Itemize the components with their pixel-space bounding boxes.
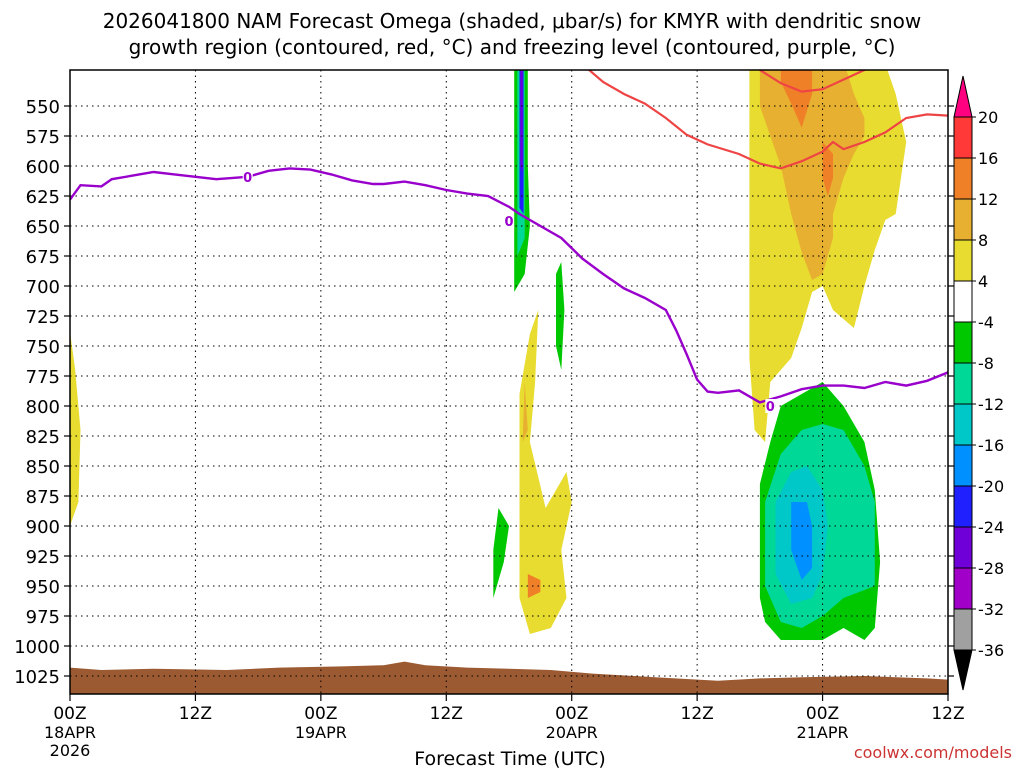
y-tick-label-750: 750: [26, 337, 60, 358]
freezing-level-line: [70, 167, 948, 404]
colorbar-label-7: -12: [978, 395, 1004, 414]
colorbar-segment-8: [953, 444, 973, 487]
freezing-level-label-2: 0: [766, 400, 775, 415]
colorbar-segment-9: [953, 485, 973, 528]
freezing-label-bg-0: [242, 169, 253, 184]
omega-region-6: [527, 574, 541, 598]
y-tick-label-625: 625: [26, 187, 60, 208]
colorbar-label-3: 8: [978, 231, 988, 250]
x-tick-date-72: 21APR: [797, 723, 849, 742]
freezing-level-label-0: 0: [243, 171, 252, 186]
x-tick-label-84: 12Z: [931, 704, 964, 724]
colorbar-segment-5: [953, 321, 973, 364]
y-axis: 550 575 600 625 650 675 700 725 750 775 800 825 850 8…: [14, 97, 954, 688]
x-tick-label-36: 12Z: [430, 704, 463, 724]
colorbar-segment-0: [953, 116, 973, 159]
colorbar-bottom-arrow: [953, 649, 973, 691]
omega-region-2: [780, 70, 813, 128]
omega-region-5: [519, 310, 572, 634]
omega-region-7: [522, 382, 528, 442]
y-tick-label-950: 950: [26, 577, 60, 598]
credit-text: coolwx.com/models: [854, 743, 1012, 762]
colorbar-top-arrow: [953, 75, 973, 118]
x-tick-date-0: 18APR: [44, 723, 96, 742]
omega-region-8: [493, 508, 509, 598]
omega-region-1: [759, 70, 865, 280]
y-tick-label-875: 875: [26, 487, 60, 508]
colorbar-segment-12: [953, 608, 973, 651]
freezing-level-label-1: 0: [504, 215, 513, 230]
colorbar-label-13: -36: [978, 641, 1004, 660]
colorbar-label-8: -16: [978, 436, 1004, 455]
x-axis-title: Forecast Time (UTC): [414, 748, 605, 768]
y-tick-label-800: 800: [26, 397, 60, 418]
x-tick-date-48: 20APR: [546, 723, 598, 742]
freezing-level-layer: 0 0 0: [70, 167, 948, 415]
colorbar-label-0: 20: [978, 108, 998, 127]
y-tick-label-675: 675: [26, 247, 60, 268]
omega-region-12: [520, 70, 523, 172]
colorbar: 20 16 12 8 4 -4 -8 -12 -16 -20 -24 -28 -32 -36: [953, 75, 1004, 691]
y-tick-label-925: 925: [26, 547, 60, 568]
x-tick-label-72: 00Z: [806, 704, 839, 724]
chart-title: 2026041800 NAM Forecast Omega (shaded, μ…: [103, 9, 922, 59]
colorbar-segment-2: [953, 198, 973, 241]
y-tick-label-900: 900: [26, 517, 60, 538]
omega-region-17: [791, 502, 813, 580]
omega-region-4: [70, 331, 81, 526]
y-tick-label-550: 550: [26, 97, 60, 118]
y-tick-label-1025: 1025: [14, 667, 60, 688]
y-tick-label-575: 575: [26, 127, 60, 148]
y-tick-label-825: 825: [26, 427, 60, 448]
surface-terrain-layer: [70, 661, 948, 694]
colorbar-label-12: -32: [978, 600, 1004, 619]
title-line-1: 2026041800 NAM Forecast Omega (shaded, μ…: [103, 9, 922, 33]
x-tick-label-60: 12Z: [681, 704, 714, 724]
dsgz-contour-0: [587, 70, 948, 170]
y-tick-label-600: 600: [26, 157, 60, 178]
colorbar-segment-1: [953, 157, 973, 200]
dsgz-contour-1: [757, 70, 868, 93]
colorbar-segment-7: [953, 403, 973, 446]
x-tick-label-12: 12Z: [179, 704, 212, 724]
freezing-label-bg-1: [504, 214, 514, 229]
surface-terrain: [70, 661, 948, 694]
x-tick-label-24: 00Z: [304, 704, 337, 724]
colorbar-label-2: 12: [978, 190, 998, 209]
colorbar-segment-4: [953, 280, 973, 323]
y-tick-label-850: 850: [26, 457, 60, 478]
y-tick-label-775: 775: [26, 367, 60, 388]
colorbar-segment-11: [953, 567, 973, 610]
freezing-label-bg-2: [765, 399, 776, 413]
omega-shading-layer: [70, 70, 907, 640]
y-tick-label-700: 700: [26, 277, 60, 298]
x-tick-year-0: 2026: [50, 741, 91, 760]
colorbar-segment-3: [953, 239, 973, 282]
colorbar-label-11: -28: [978, 559, 1004, 578]
x-tick-label-0: 00Z: [53, 704, 86, 724]
y-tick-label-1000: 1000: [14, 637, 60, 658]
colorbar-label-5: -4: [978, 313, 994, 332]
plot-frame: [69, 69, 949, 695]
colorbar-label-10: -24: [978, 518, 1004, 537]
colorbar-label-9: -20: [978, 477, 1004, 496]
colorbar-segment-10: [953, 526, 973, 569]
title-line-2: growth region (contoured, red, °C) and f…: [129, 35, 896, 59]
colorbar-segment-6: [953, 362, 973, 405]
x-tick-date-24: 19APR: [295, 723, 347, 742]
colorbar-label-1: 16: [978, 149, 998, 168]
y-tick-label-650: 650: [26, 217, 60, 238]
colorbar-label-6: -8: [978, 354, 994, 373]
colorbar-label-4: 4: [978, 272, 988, 291]
omega-region-3: [822, 142, 833, 196]
y-tick-label-725: 725: [26, 307, 60, 328]
dendritic-snow-growth-layer: [587, 70, 948, 170]
x-tick-label-48: 00Z: [555, 704, 588, 724]
grid-layer: [70, 70, 948, 694]
y-tick-label-975: 975: [26, 607, 60, 628]
